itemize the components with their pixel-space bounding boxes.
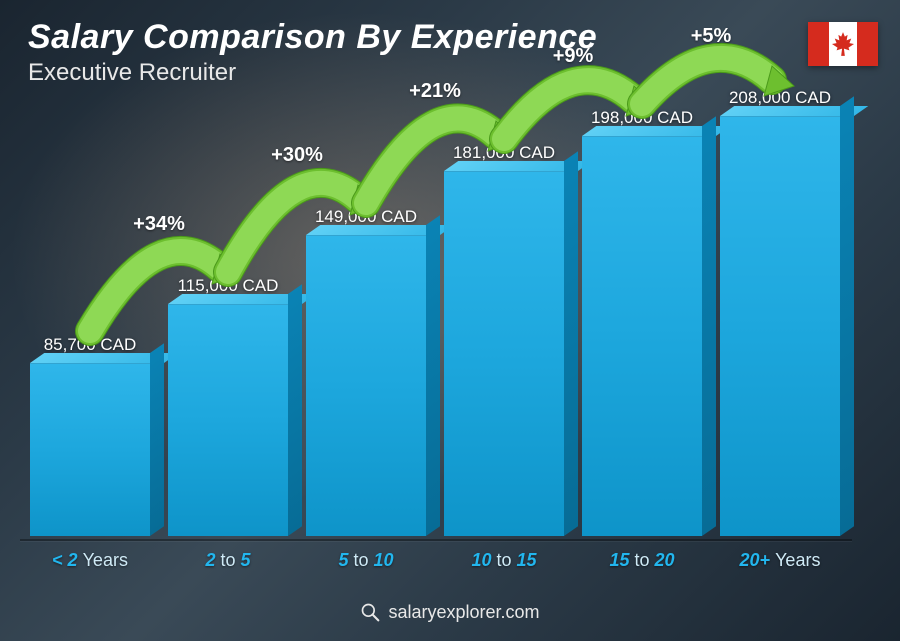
bar-column: 85,700 CAD < 2 Years — [30, 335, 150, 571]
bar — [306, 235, 426, 536]
bar-column: 115,000 CAD 2 to 5 — [168, 276, 288, 571]
bar-chart-area: 85,700 CAD < 2 Years 115,000 CAD 2 to 5 149,… — [30, 101, 840, 571]
value-label: 198,000 CAD — [591, 108, 693, 128]
bar — [444, 171, 564, 536]
bar — [30, 363, 150, 536]
value-label: 181,000 CAD — [453, 143, 555, 163]
category-label: 5 to 10 — [338, 550, 393, 571]
value-label: 85,700 CAD — [44, 335, 137, 355]
category-label: 20+ Years — [740, 550, 821, 571]
bar-column: 198,000 CAD 15 to 20 — [582, 108, 702, 571]
value-label: 208,000 CAD — [729, 88, 831, 108]
title-block: Salary Comparison By Experience Executiv… — [28, 18, 597, 87]
salary-comparison-chart: { "header": { "title": "Salary Compariso… — [0, 0, 900, 641]
footer: salaryexplorer.com — [0, 602, 900, 628]
bar-column: 181,000 CAD 10 to 15 — [444, 143, 564, 571]
category-label: 10 to 15 — [471, 550, 536, 571]
canada-flag-icon — [808, 22, 878, 66]
value-label: 149,000 CAD — [315, 207, 417, 227]
bar-column: 208,000 CAD 20+ Years — [720, 88, 840, 571]
chart-title: Salary Comparison By Experience — [28, 18, 597, 57]
bar — [582, 136, 702, 536]
growth-label: +5% — [691, 25, 732, 47]
footer-site: salaryexplorer.com — [388, 602, 539, 623]
category-label: 15 to 20 — [609, 550, 674, 571]
bar-column: 149,000 CAD 5 to 10 — [306, 207, 426, 571]
bar — [168, 304, 288, 536]
bar — [720, 116, 840, 536]
category-label: 2 to 5 — [205, 550, 250, 571]
magnifier-icon — [360, 602, 380, 622]
category-label: < 2 Years — [52, 550, 128, 571]
chart-subtitle: Executive Recruiter — [28, 59, 597, 87]
value-label: 115,000 CAD — [178, 276, 279, 296]
